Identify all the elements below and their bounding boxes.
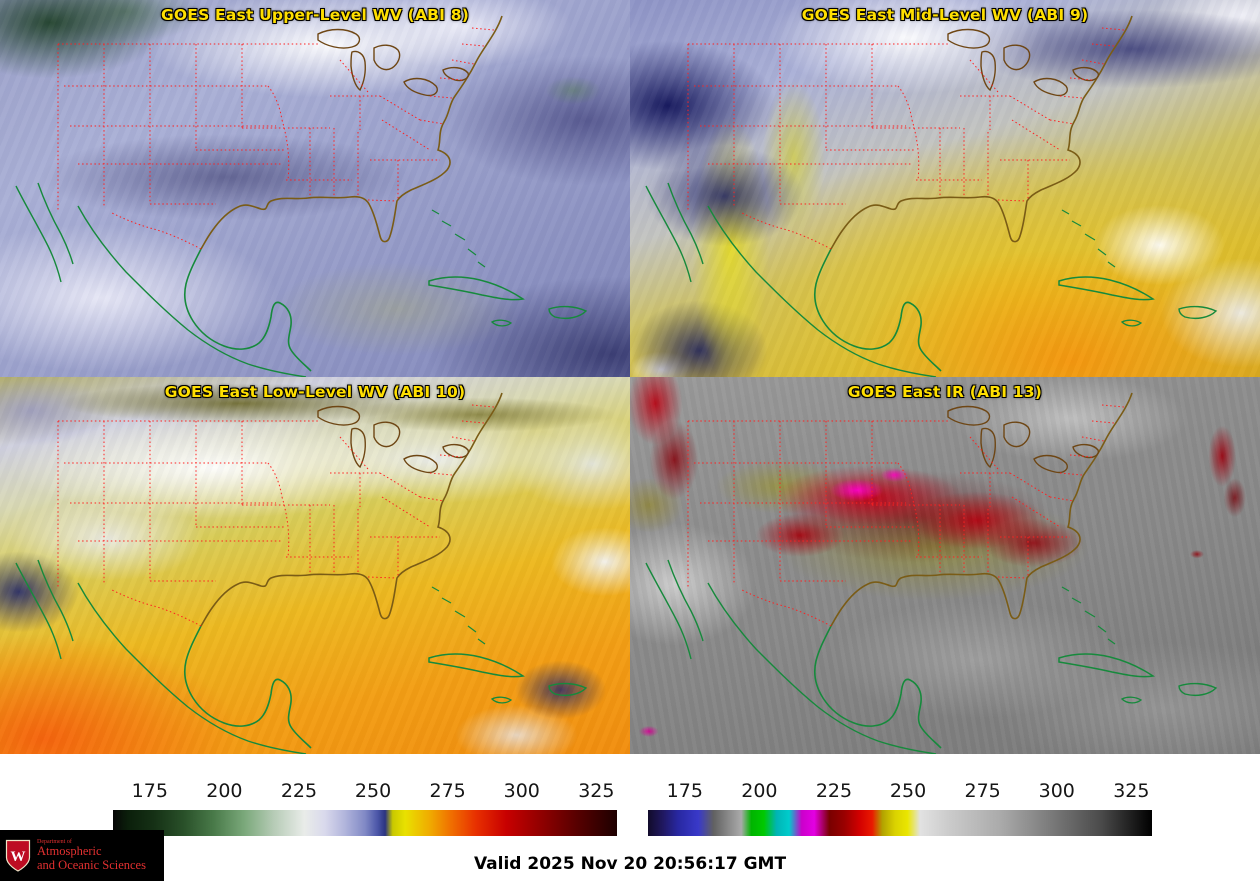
panel-title-abi8: GOES East Upper-Level WV (ABI 8) [160,6,470,24]
footer: 175 200 225 250 275 300 325 175 200 225 … [0,754,1260,881]
wv-tick-175: 175 [131,780,168,802]
crest-letter: W [11,849,26,865]
panel-upper-level-wv: GOES East Upper-Level WV (ABI 8) [0,0,630,377]
panel-mid-level-wv: GOES East Mid-Level WV (ABI 9) [630,0,1260,377]
logo-line2: and Oceanic Sciences [37,857,146,872]
satellite-image-abi10 [0,377,630,754]
wv-tick-300: 300 [503,780,540,802]
satellite-image-abi8 [0,0,630,377]
imagery-texture [0,0,630,377]
wv-colorbar-gradient [113,810,617,836]
ir-tick-175: 175 [666,780,703,802]
uw-crest-icon: W [5,839,31,872]
crest-shield [5,839,31,872]
ir-tick-300: 300 [1038,780,1075,802]
valid-time: Valid 2025 Nov 20 20:56:17 GMT [473,854,787,874]
wv-tick-250: 250 [354,780,392,802]
ir-colorbar-gradient [648,810,1152,836]
ir-colorbar-labels: 175 200 225 250 275 300 325 [648,780,1152,806]
ir-tick-275: 275 [964,780,1001,802]
ir-tick-325: 325 [1113,780,1150,802]
wv-tick-225: 225 [280,780,318,802]
panel-ir: GOES East IR (ABI 13) [630,377,1260,754]
map-overlay [15,392,587,754]
panel-title-abi10: GOES East Low-Level WV (ABI 10) [164,383,466,401]
ir-tick-200: 200 [741,780,778,802]
logo-department-of: Department of [37,838,72,845]
wv-tick-325: 325 [578,780,615,802]
map-overlay [15,15,587,377]
wv-colorbar-labels: 175 200 225 250 275 300 325 [113,780,617,806]
imagery-texture [0,377,630,754]
panel-title-abi9: GOES East Mid-Level WV (ABI 9) [801,6,1089,24]
satellite-image-abi13 [630,377,1260,754]
ir-tick-250: 250 [889,780,927,802]
imagery-texture [630,0,1260,377]
logo-line1: Atmospheric [37,844,102,859]
wv-tick-275: 275 [429,780,466,802]
map-overlay [645,392,1217,754]
imagery-grid: GOES East Upper-Level WV (ABI 8) GOES Ea… [0,0,1260,754]
wv-tick-200: 200 [206,780,243,802]
uw-aos-logo: W Department of Atmospheric and Oceanic … [0,830,164,881]
logo-text-block: Department of Atmospheric and Oceanic Sc… [37,839,146,872]
panel-title-abi13: GOES East IR (ABI 13) [847,383,1043,401]
imagery-texture [630,377,1260,754]
ir-colorbar: 175 200 225 250 275 300 325 [648,780,1152,838]
panel-low-level-wv: GOES East Low-Level WV (ABI 10) [0,377,630,754]
satellite-image-abi9 [630,0,1260,377]
wv-colorbar: 175 200 225 250 275 300 325 [113,780,617,838]
ir-tick-225: 225 [815,780,853,802]
map-overlay [645,15,1217,377]
